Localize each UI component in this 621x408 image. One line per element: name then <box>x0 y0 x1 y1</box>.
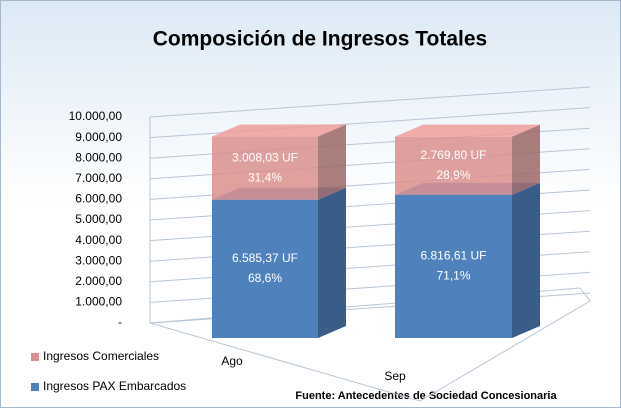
value-label: 2.769,80 UF <box>420 148 486 162</box>
value-label: 6.585,37 UF <box>232 251 298 265</box>
grid-line <box>149 86 591 118</box>
y-tick-label: 3.000,00 <box>75 253 122 267</box>
y-tick-label: 6.000,00 <box>75 192 122 206</box>
bar-side <box>512 182 540 338</box>
y-tick-label: 10.000,00 <box>69 109 123 123</box>
y-tick-label: - <box>118 315 122 329</box>
source: Fuente: Antecedentes de Sociedad Concesi… <box>295 390 557 402</box>
bar-side <box>318 187 346 338</box>
percent-label: 31,4% <box>248 170 282 184</box>
percent-label: 28,9% <box>436 168 470 182</box>
legend-swatch <box>31 383 39 391</box>
percent-label: 68,6% <box>248 271 282 285</box>
bar-top <box>395 124 540 137</box>
legend-label: Ingresos PAX Embarcados <box>43 379 186 393</box>
bar-side <box>512 124 540 195</box>
legend-swatch <box>31 353 39 361</box>
bar <box>395 194 512 338</box>
chart-title: Composición de Ingresos Totales <box>153 28 488 51</box>
y-tick-label: 4.000,00 <box>75 233 122 247</box>
y-tick-label: 5.000,00 <box>75 212 122 226</box>
y-tick-label: 9.000,00 <box>75 130 122 144</box>
percent-label: 71,1% <box>436 269 470 283</box>
x-tick-label: Ago <box>221 354 243 368</box>
bar-side <box>318 124 346 200</box>
y-tick-label: 8.000,00 <box>75 150 122 164</box>
legend-label: Ingresos Comerciales <box>43 349 159 363</box>
x-tick-label: Sep <box>384 369 406 383</box>
value-label: 6.816,61 UF <box>420 249 486 263</box>
value-label: 3.008,03 UF <box>232 150 298 164</box>
y-tick-label: 1.000,00 <box>75 295 122 309</box>
y-tick-label: 2.000,00 <box>75 274 122 288</box>
bar-top <box>212 124 346 137</box>
bar <box>395 136 512 195</box>
bar <box>212 199 318 338</box>
bar <box>212 136 318 200</box>
y-tick-label: 7.000,00 <box>75 171 122 185</box>
